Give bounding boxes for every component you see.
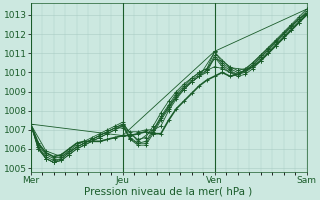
X-axis label: Pression niveau de la mer( hPa ): Pression niveau de la mer( hPa ) bbox=[84, 187, 253, 197]
